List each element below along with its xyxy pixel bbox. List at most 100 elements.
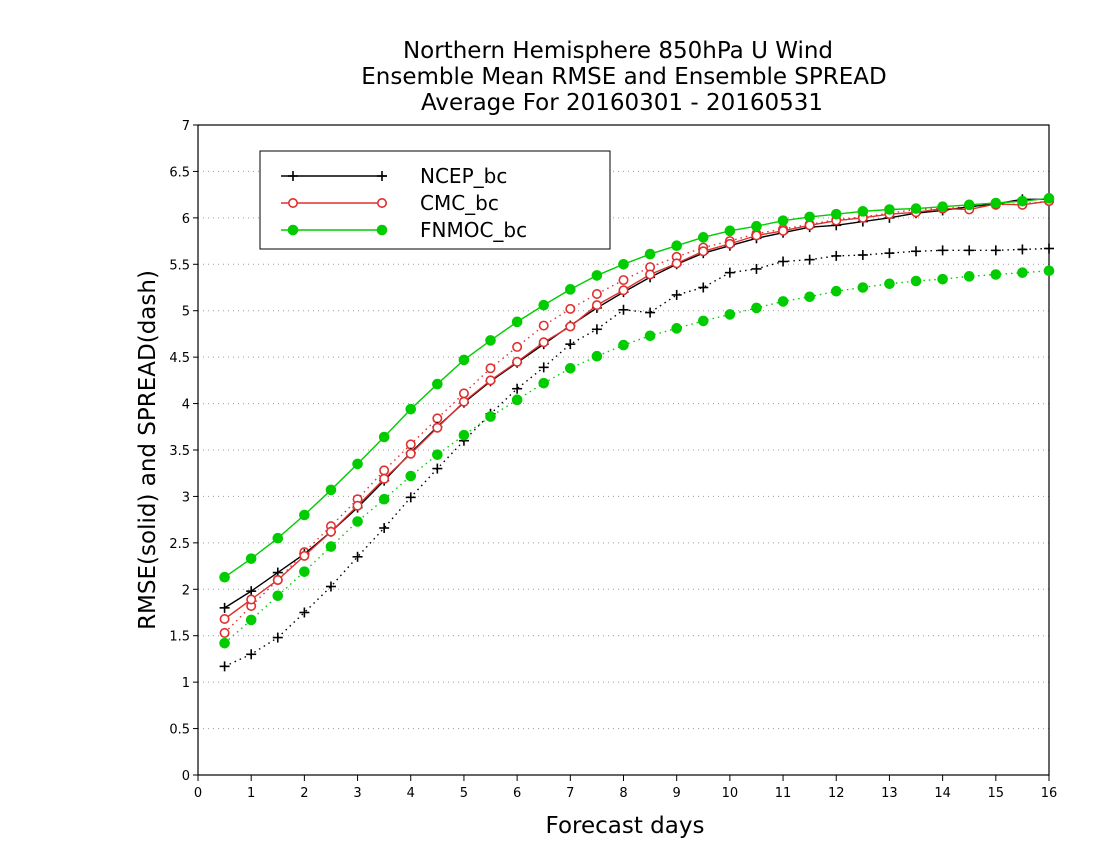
point-ncep-bc-spread (379, 523, 390, 533)
axes: 00.511.522.533.544.555.566.570 1 2 3 4 5 6 7 8 9 1… (169, 119, 1057, 801)
point-ncep-bc-spread (272, 632, 283, 643)
point-fnmoc-bc-rmse (245, 553, 257, 564)
point-cmc-bc-rmse (698, 246, 709, 257)
point-fnmoc-bc-rmse (724, 225, 736, 237)
y-tick-label: 1.5 (169, 630, 190, 645)
point-cmc-bc-spread (458, 388, 469, 399)
point-fnmoc-bc-spread (1043, 265, 1055, 277)
point-fnmoc-bc-rmse (1043, 193, 1055, 204)
point-fnmoc-bc-rmse (910, 203, 922, 214)
point-fnmoc-bc-rmse (432, 378, 443, 390)
point-fnmoc-bc-spread (990, 269, 1002, 280)
point-fnmoc-bc-rmse (937, 201, 948, 213)
point-cmc-bc-rmse (512, 356, 523, 367)
y-tick-label: 5 (182, 305, 190, 320)
point-cmc-bc-rmse (405, 448, 416, 459)
point-cmc-bc-rmse (778, 225, 789, 236)
y-tick-label: 4.5 (169, 351, 190, 366)
point-fnmoc-bc-rmse (511, 316, 523, 328)
title-line-2: Ensemble Mean RMSE and Ensemble SPREAD (361, 64, 886, 90)
y-axis-label: RMSE(solid) and SPREAD(dash) (135, 270, 161, 630)
title-line-3: Average For 20160301 - 20160531 (421, 90, 823, 116)
y-tick-label: 4 (182, 398, 190, 413)
point-fnmoc-bc-rmse (618, 258, 629, 270)
point-fnmoc-bc-rmse (378, 431, 390, 443)
point-ncep-bc-spread (565, 339, 576, 350)
point-ncep-bc-spread (325, 581, 336, 592)
point-fnmoc-bc-spread (245, 614, 257, 626)
point-fnmoc-bc-rmse (804, 211, 815, 223)
y-tick-label: 5.5 (169, 258, 190, 273)
point-fnmoc-bc-spread (219, 637, 230, 649)
series-line-fnmoc-bc-rmse (224, 197, 1050, 578)
point-fnmoc-bc-rmse (219, 571, 230, 583)
y-tick-label: 1 (182, 676, 190, 691)
point-fnmoc-bc-rmse (352, 458, 363, 470)
point-cmc-bc-rmse (246, 594, 257, 605)
point-ncep-bc-spread (724, 267, 735, 278)
point-cmc-bc-rmse (485, 375, 496, 386)
point-fnmoc-bc-spread (724, 309, 736, 320)
point-fnmoc-bc-spread (804, 291, 815, 303)
point-ncep-bc-spread (405, 492, 416, 503)
x-axis-label: Forecast days (546, 813, 705, 839)
point-fnmoc-bc-spread (405, 470, 417, 482)
point-ncep-bc-rmse (219, 602, 230, 613)
x-tick-label: 13 (881, 786, 898, 801)
point-fnmoc-bc-spread (777, 296, 789, 307)
x-tick-label: 7 (566, 786, 574, 801)
x-tick-label: 11 (775, 786, 792, 801)
point-fnmoc-bc-rmse (777, 215, 789, 226)
point-fnmoc-bc-spread (751, 302, 762, 314)
point-fnmoc-bc-rmse (751, 220, 762, 232)
y-tick-label: 7 (182, 119, 190, 134)
point-cmc-bc-rmse (432, 422, 443, 433)
x-tick-label: 9 (673, 786, 681, 801)
series-line-fnmoc-bc-spread (224, 270, 1050, 644)
legend-marker-ncep-bc (288, 171, 298, 181)
point-cmc-bc-spread (405, 439, 416, 450)
point-cmc-bc-rmse (325, 526, 336, 537)
point-ncep-bc-spread (538, 362, 549, 373)
legend-box (259, 150, 611, 250)
point-ncep-bc-spread (246, 649, 257, 660)
point-cmc-bc-rmse (804, 220, 815, 231)
point-fnmoc-bc-rmse (485, 335, 496, 346)
point-fnmoc-bc-rmse (884, 204, 895, 215)
x-tick-label: 16 (1041, 786, 1058, 801)
point-cmc-bc-rmse (299, 550, 310, 561)
y-tick-label: 0.5 (169, 723, 190, 738)
point-fnmoc-bc-spread (511, 394, 523, 406)
y-tick-label: 2 (182, 583, 190, 598)
point-fnmoc-bc-rmse (591, 270, 603, 281)
point-ncep-bc-spread (911, 246, 922, 257)
y-tick-label: 3 (182, 490, 190, 505)
point-fnmoc-bc-rmse (272, 532, 284, 544)
point-fnmoc-bc-rmse (299, 509, 310, 521)
point-cmc-bc-spread (591, 288, 602, 299)
point-fnmoc-bc-rmse (458, 354, 470, 366)
point-fnmoc-bc-spread (272, 590, 284, 602)
x-tick-label: 1 (247, 786, 255, 801)
point-ncep-bc-spread (937, 245, 948, 256)
point-ncep-bc-spread (1017, 244, 1028, 255)
point-cmc-bc-rmse (538, 337, 549, 348)
point-cmc-bc-spread (219, 627, 230, 638)
point-fnmoc-bc-rmse (538, 299, 550, 311)
point-fnmoc-bc-spread (830, 285, 842, 297)
point-fnmoc-bc-spread (325, 541, 337, 552)
point-fnmoc-bc-spread (1017, 267, 1028, 278)
legend: NCEP_bc CMC_bc FNMOC_bc (259, 150, 611, 250)
point-fnmoc-bc-spread (618, 339, 629, 351)
point-ncep-bc-spread (352, 551, 363, 562)
point-fnmoc-bc-spread (857, 282, 869, 293)
point-ncep-bc-spread (591, 324, 602, 335)
point-fnmoc-bc-spread (378, 493, 390, 505)
point-cmc-bc-spread (538, 320, 549, 331)
point-cmc-bc-rmse (645, 269, 656, 280)
point-fnmoc-bc-rmse (671, 240, 682, 252)
point-fnmoc-bc-spread (884, 278, 895, 290)
point-cmc-bc-spread (485, 363, 496, 374)
legend-items: NCEP_bc CMC_bc FNMOC_bc (281, 164, 527, 242)
